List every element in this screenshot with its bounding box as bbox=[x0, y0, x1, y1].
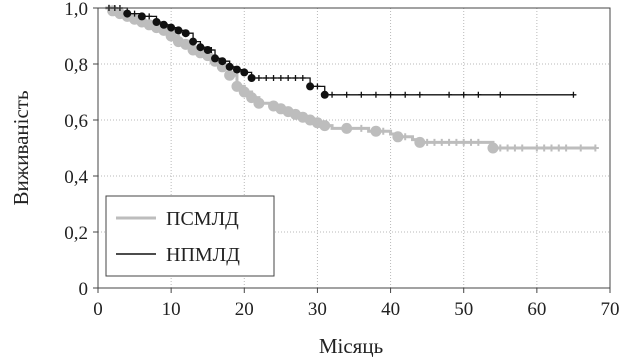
censored-mark bbox=[358, 91, 365, 98]
censored-mark bbox=[460, 138, 468, 146]
event-point bbox=[203, 46, 212, 54]
event-point bbox=[370, 125, 382, 137]
censored-mark bbox=[467, 138, 475, 146]
event-point bbox=[232, 65, 241, 74]
event-point bbox=[306, 82, 315, 91]
event-point bbox=[319, 120, 331, 132]
event-point bbox=[159, 20, 168, 29]
event-point bbox=[123, 9, 132, 18]
censored-mark bbox=[372, 91, 379, 98]
censored-mark bbox=[518, 144, 526, 152]
censored-mark bbox=[299, 75, 306, 81]
censored-mark bbox=[577, 144, 585, 152]
event-point bbox=[189, 37, 198, 46]
censored-mark bbox=[497, 91, 504, 98]
x-tick-label: 50 bbox=[454, 299, 473, 320]
x-tick-label: 40 bbox=[381, 299, 400, 320]
censored-mark bbox=[475, 91, 482, 98]
censored-mark bbox=[540, 144, 548, 152]
x-tick-label: 0 bbox=[93, 299, 103, 320]
censored-mark bbox=[591, 144, 599, 152]
y-tick-label: 0,8 bbox=[64, 55, 88, 76]
event-point bbox=[181, 29, 190, 38]
event-point bbox=[487, 142, 499, 154]
event-point bbox=[240, 68, 249, 77]
censored-mark bbox=[562, 144, 570, 152]
event-point bbox=[137, 12, 146, 21]
censored-mark bbox=[357, 124, 365, 132]
event-point bbox=[320, 90, 329, 99]
y-axis-label: Виживаність bbox=[9, 90, 33, 205]
event-point bbox=[174, 26, 183, 35]
censored-mark bbox=[570, 91, 577, 98]
x-tick-label: 10 bbox=[162, 299, 181, 320]
censored-mark bbox=[329, 91, 336, 98]
event-point bbox=[196, 43, 205, 52]
event-point bbox=[392, 131, 404, 143]
plot-frame bbox=[97, 7, 611, 289]
censored-mark bbox=[387, 91, 394, 98]
series-layer bbox=[105, 4, 599, 154]
censored-mark bbox=[416, 91, 423, 98]
event-point bbox=[152, 18, 161, 26]
censored-mark bbox=[146, 13, 153, 20]
censored-mark bbox=[402, 91, 409, 98]
censored-mark bbox=[430, 138, 438, 146]
event-point bbox=[224, 69, 236, 81]
x-tick-label: 30 bbox=[308, 299, 327, 320]
event-point bbox=[211, 54, 220, 63]
censored-mark bbox=[314, 83, 321, 90]
censored-mark bbox=[460, 91, 467, 98]
x-tick-label: 20 bbox=[235, 299, 254, 320]
censored-mark bbox=[285, 75, 292, 81]
axis-ticks bbox=[93, 7, 611, 293]
censored-mark bbox=[533, 144, 541, 152]
x-axis-label: Місяць bbox=[319, 334, 383, 358]
event-point bbox=[225, 62, 234, 71]
censored-mark bbox=[263, 75, 270, 81]
event-point bbox=[341, 122, 353, 134]
y-tick-label: 1,0 bbox=[64, 0, 88, 20]
y-tick-label: 0,2 bbox=[64, 223, 88, 244]
censored-mark bbox=[474, 138, 482, 146]
censored-mark bbox=[438, 138, 446, 146]
censored-mark bbox=[131, 10, 138, 17]
event-point bbox=[247, 74, 256, 82]
censored-mark bbox=[452, 138, 460, 146]
event-point bbox=[253, 97, 265, 109]
event-point bbox=[167, 23, 176, 32]
censored-mark bbox=[277, 75, 284, 81]
censored-mark bbox=[504, 144, 512, 152]
x-tick-label: 70 bbox=[601, 299, 620, 320]
censored-mark bbox=[547, 144, 555, 152]
censored-mark bbox=[511, 144, 519, 152]
y-tick-label: 0,6 bbox=[64, 111, 88, 132]
censored-mark bbox=[292, 75, 299, 81]
event-point bbox=[218, 57, 227, 66]
legend-label-pcmld: ПСМЛД bbox=[166, 208, 239, 230]
censored-mark bbox=[343, 91, 350, 98]
event-point bbox=[414, 136, 426, 148]
x-tick-label: 60 bbox=[527, 299, 546, 320]
series-npmld bbox=[105, 5, 577, 99]
series-pcmld bbox=[105, 4, 599, 154]
legend-box bbox=[105, 195, 275, 277]
y-tick-label: 0 bbox=[79, 279, 89, 300]
censored-mark bbox=[446, 91, 453, 98]
series-line bbox=[105, 7, 574, 96]
censored-mark bbox=[445, 138, 453, 146]
censored-mark bbox=[255, 75, 262, 81]
legend-label-npmld: НПМЛД bbox=[166, 244, 240, 266]
y-tick-label: 0,4 bbox=[64, 167, 88, 188]
censored-mark bbox=[555, 144, 563, 152]
tick-labels: 0 10 20 30 40 50 60 70 0 0,2 0,4 0,6 0,8 1,0 bbox=[64, 0, 619, 320]
censored-mark bbox=[270, 75, 277, 81]
legend: ПСМЛД НПМЛД bbox=[105, 195, 275, 277]
